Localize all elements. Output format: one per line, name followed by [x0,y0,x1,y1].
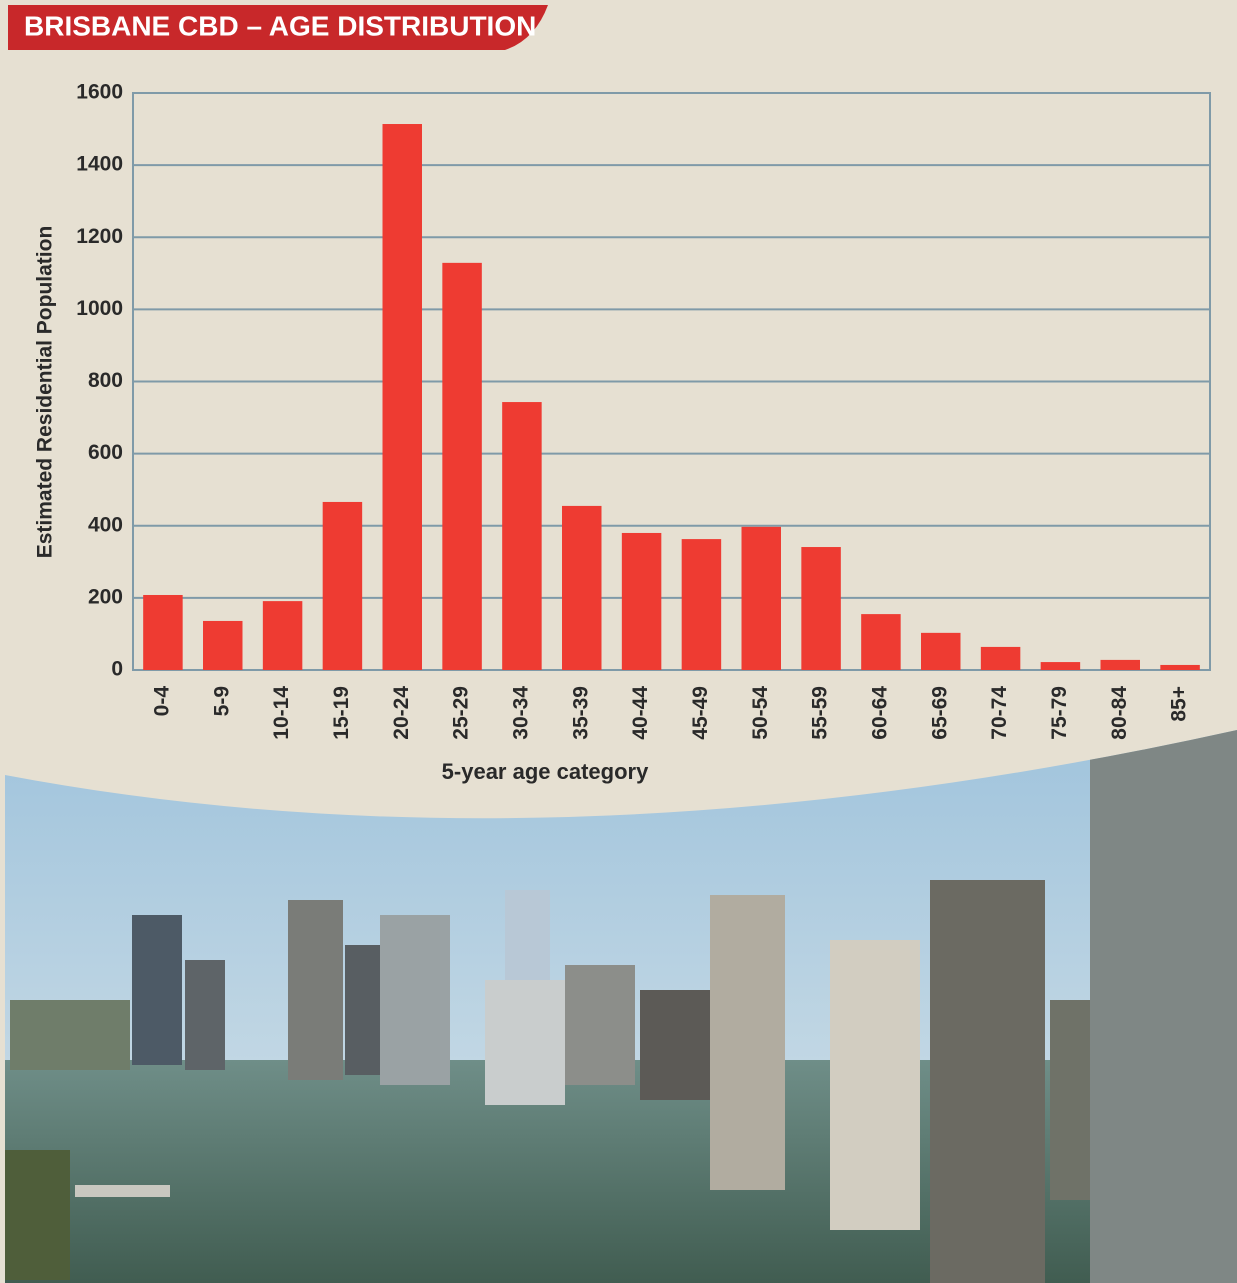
bar [203,620,243,670]
y-tick-label: 200 [88,585,123,608]
bar [861,614,901,670]
bar [562,505,602,670]
y-axis-label: Estimated Residential Population [34,226,57,559]
x-tick-label: 0-4 [150,686,173,717]
x-axis-label: 5-year age category [442,759,649,784]
photo [5,730,1237,1283]
x-tick-label: 80-84 [1108,686,1131,740]
bar [681,539,722,670]
x-tick-label: 50-54 [749,686,772,740]
bar [1160,664,1200,670]
title-banner [8,5,548,50]
x-tick-label: 55-59 [809,686,832,740]
x-tick-label: 10-14 [270,686,293,740]
y-tick-label: 1400 [76,153,123,176]
x-tick-label: 40-44 [629,686,652,740]
bar [1100,659,1140,670]
x-tick-label: 70-74 [988,686,1011,740]
x-tick-label: 85+ [1168,686,1191,722]
y-tick-label: 1000 [76,297,123,320]
bar [262,601,303,670]
x-tick-label: 30-34 [509,686,532,740]
y-tick-label: 1600 [76,81,123,104]
bar [621,532,662,670]
x-tick-label: 25-29 [450,686,473,740]
x-tick-label: 20-24 [390,686,413,740]
x-tick-label: 65-69 [928,686,951,740]
bar [1040,662,1081,670]
y-tick-label: 1200 [76,225,123,248]
chart-title: BRISBANE CBD – AGE DISTRIBUTION [24,10,536,41]
bar [382,124,422,671]
y-tick-label: 0 [111,658,123,681]
y-tick-label: 800 [88,369,123,392]
x-tick-label: 5-9 [210,686,233,716]
y-tick-label: 400 [88,513,123,536]
x-tick-label: 15-19 [330,686,353,740]
x-tick-label: 75-79 [1048,686,1071,740]
bar [322,501,363,670]
bar [741,526,781,670]
bar [921,632,961,670]
bar [502,402,542,670]
x-tick-label: 45-49 [689,686,712,740]
y-tick-label: 600 [88,441,123,464]
x-tick-label: 60-64 [868,686,891,740]
x-tick-label: 35-39 [569,686,592,740]
bar [143,594,183,670]
bar [801,547,841,670]
bar [980,646,1021,670]
bar [442,262,482,670]
